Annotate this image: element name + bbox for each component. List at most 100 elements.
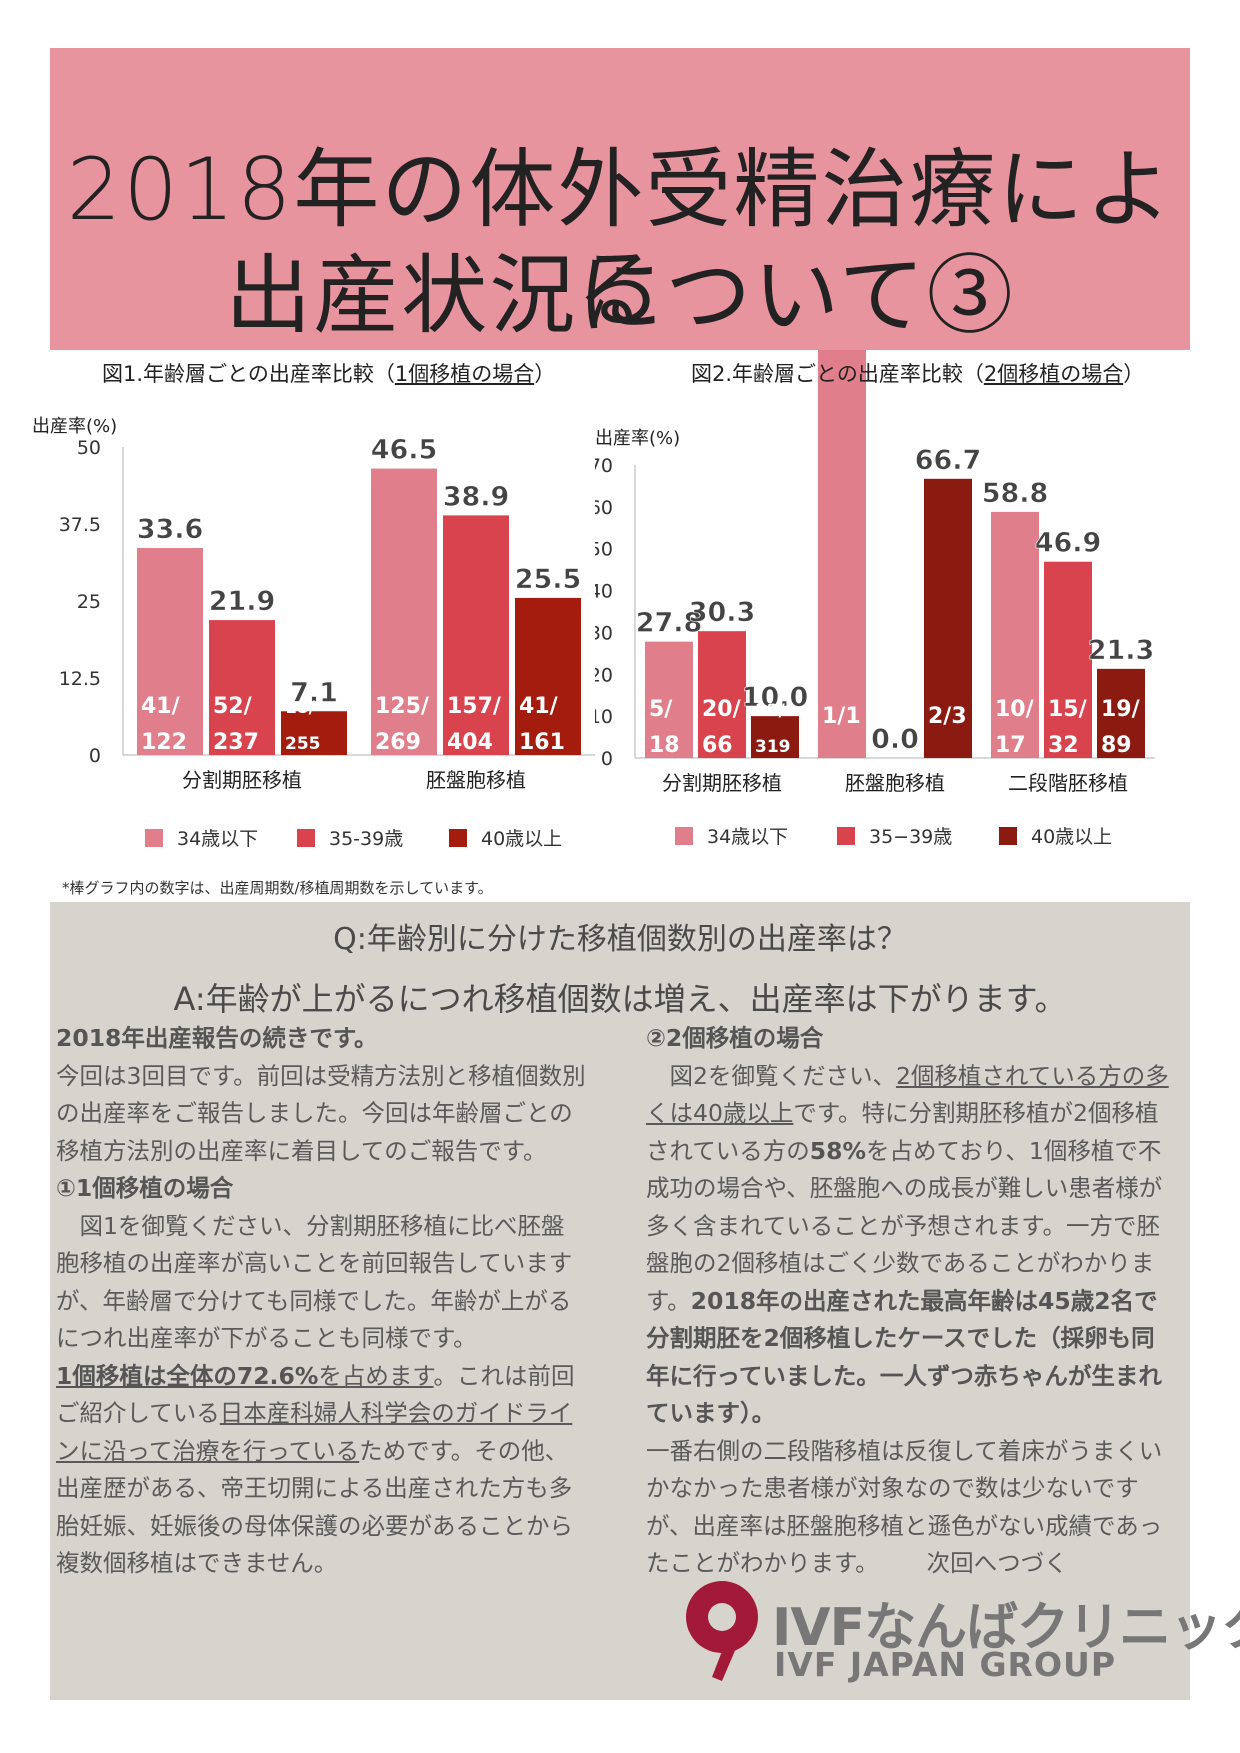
- legend-swatch: [297, 829, 315, 847]
- chart-single-transfer: 図1.年齢層ごとの出産率比較（1個移植の場合） 出産率(%) 0 12.5 25 37.…: [20, 350, 620, 885]
- y-tick-label: 0: [601, 748, 613, 770]
- to-be-continued: 次回へつづく: [926, 1549, 1068, 1577]
- logo-clinic-name: IVFなんばクリニック: [772, 1598, 1240, 1658]
- data-label: 25.5: [515, 564, 582, 595]
- bar: [645, 641, 693, 758]
- chart-double-transfer: 図2.年齢層ごとの出産率比較（2個移植の場合） 出産率(%) 0 10 20 30 40 5…: [595, 350, 1195, 885]
- chart2-title: 図2.年齢層ごとの出産率比較（2個移植の場合）: [691, 362, 1145, 386]
- y-axis-label: 出産率(%): [595, 428, 680, 449]
- bar: [698, 631, 746, 758]
- legend-swatch: [999, 827, 1017, 845]
- bar-count-label: 32/: [755, 701, 786, 721]
- chart1-title: 図1.年齢層ごとの出産率比較（1個移植の場合）: [102, 362, 556, 386]
- bar-count-label: 66: [702, 733, 733, 758]
- bar-count-label: 161: [519, 730, 565, 755]
- y-axis-label: 出産率(%): [32, 416, 117, 437]
- bar: [515, 597, 581, 755]
- y-tick-label: 60: [595, 497, 613, 519]
- bar-count-label: 255: [285, 734, 321, 754]
- y-tick-label: 25: [77, 591, 101, 613]
- legend-swatch: [449, 829, 467, 847]
- bar: [991, 511, 1039, 758]
- bar: [751, 716, 799, 758]
- y-tick-label: 40: [595, 581, 613, 603]
- data-label: 58.8: [982, 478, 1049, 509]
- bar-count-label: 2/3: [928, 704, 967, 729]
- left-heading: 2018年出産報告の続きです。: [56, 1024, 378, 1052]
- header-banner: 2018年の体外受精治療による 出産状況について③: [50, 48, 1190, 350]
- bar: [209, 620, 275, 755]
- data-label: 46.5: [371, 435, 438, 466]
- bar-count-label: 17: [995, 733, 1026, 758]
- legend-label: 35-39歳: [329, 828, 403, 850]
- bar-count-label: 237: [213, 730, 259, 755]
- bar-count-label: 404: [447, 730, 493, 755]
- legend-label: 40歳以上: [1031, 826, 1112, 848]
- qa-answer: A:年齢が上がるにつれ移植個数は増え、出産率は下がります。: [173, 980, 1067, 1018]
- x-tick-label: 胚盤胞移植: [426, 768, 526, 792]
- data-label: 7.1: [290, 677, 338, 708]
- data-label: 10.0: [742, 682, 809, 713]
- chart2-plot: 出産率(%) 0 10 20 30 40 50 60 70 27.8 5/18 30.3 20/66 10…: [595, 350, 1155, 848]
- legend-swatch: [837, 827, 855, 845]
- bar-count-label: 20/: [702, 697, 742, 722]
- y-tick-label: 10: [595, 706, 613, 728]
- bar-count-label: 319: [755, 737, 791, 757]
- legend-label: 34歳以下: [177, 828, 258, 850]
- y-tick-label: 12.5: [59, 668, 101, 690]
- bar-count-label: 10/: [995, 697, 1035, 722]
- x-tick-label: 分割期胚移植: [182, 768, 302, 792]
- qa-panel: Q:年齢別に分けた移植個数別の出産率は？ A:年齢が上がるにつれ移植個数は増え、…: [50, 902, 1240, 1700]
- bar: [1044, 561, 1092, 758]
- bar-count-label: 89: [1101, 733, 1132, 758]
- bar-count-label: 41/: [519, 694, 559, 719]
- right-heading: ②2個移植の場合: [646, 1024, 824, 1052]
- y-tick-label: 0: [89, 745, 101, 767]
- data-label: 30.3: [689, 597, 756, 628]
- y-tick-label: 37.5: [59, 514, 101, 536]
- data-label: 27.8: [636, 608, 703, 639]
- bar: [1097, 668, 1145, 758]
- data-label: 33.6: [137, 514, 204, 545]
- logo-mark-icon: [686, 1581, 758, 1681]
- bar-count-label: 15/: [1048, 697, 1088, 722]
- y-tick-label: 20: [595, 664, 613, 686]
- right-column: ②2個移植の場合 図2を御覧ください、2個移植されている方の多くは40歳以上です…: [646, 1020, 1176, 1583]
- bar: [818, 350, 866, 758]
- page-title-line1: 2018年の体外受精治療による: [66, 140, 1174, 340]
- bar-count-label: 18/: [285, 698, 316, 718]
- bar-count-label: 269: [375, 730, 421, 755]
- bar-count-label: 32: [1048, 733, 1079, 758]
- bar-count-label: 1/1: [822, 704, 861, 729]
- data-label: 46.9: [1035, 528, 1102, 559]
- y-tick-label: 50: [595, 539, 613, 561]
- bar: [371, 468, 437, 755]
- bar-count-label: 125/: [375, 694, 430, 719]
- left-heading-2: ①1個移植の場合: [56, 1174, 234, 1202]
- legend-label: 34歳以下: [707, 826, 788, 848]
- data-label: 0.0: [871, 724, 919, 755]
- bar-count-label: 19/: [1101, 697, 1141, 722]
- bar-count-label: 122: [141, 730, 187, 755]
- legend-label: 40歳以上: [481, 828, 562, 850]
- bar: [443, 515, 509, 755]
- data-label: 21.3: [1088, 635, 1155, 666]
- x-tick-label: 分割期胚移植: [662, 771, 782, 795]
- data-label: 38.9: [443, 481, 510, 512]
- bar-count-label: 157/: [447, 694, 502, 719]
- x-tick-label: 二段階胚移植: [1008, 771, 1128, 795]
- bar: [281, 711, 347, 755]
- y-tick-label: 70: [595, 455, 613, 477]
- qa-question: Q:年齢別に分けた移植個数別の出産率は？: [333, 922, 907, 957]
- right-paragraph-1: 図2を御覧ください、2個移植されている方の多くは40歳以上です。特に分割期胚移植…: [646, 1061, 1169, 1428]
- x-tick-label: 胚盤胞移植: [845, 771, 945, 795]
- data-label: 21.9: [209, 586, 276, 617]
- logo-group-name: IVF JAPAN GROUP: [774, 1645, 1117, 1684]
- bar: [137, 548, 203, 755]
- legend-label: 35−39歳: [869, 826, 952, 848]
- left-paragraph-3: 1個移植は全体の72.6%を占めます。これは前回ご紹介している日本産科婦人科学会…: [56, 1361, 575, 1578]
- y-tick-label: 50: [77, 437, 101, 459]
- left-paragraph-2: 図1を御覧ください、分割期胚移植に比べ胚盤胞移植の出産率が高いことを前回報告して…: [56, 1211, 573, 1353]
- clinic-logo: IVFなんばクリニック IVF JAPAN GROUP: [682, 1577, 1240, 1687]
- bar-count-label: 5/: [649, 697, 673, 722]
